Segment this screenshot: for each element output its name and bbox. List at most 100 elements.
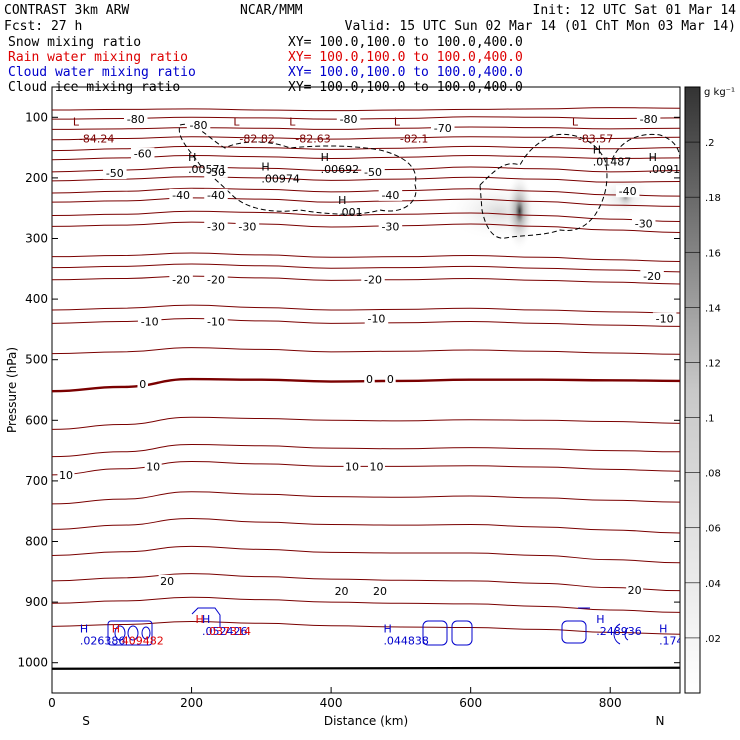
low-marker: L xyxy=(289,115,296,128)
contour-label: -10 xyxy=(367,312,385,325)
temperature-contour xyxy=(52,347,680,355)
contour-label-bg xyxy=(367,460,385,473)
contour-label-bg xyxy=(103,167,127,180)
low-value: -82.82 xyxy=(239,132,274,145)
contour-label: 0 xyxy=(366,373,373,386)
colorbar-tick-label: .02 xyxy=(705,634,721,645)
legend-snow-label: Snow mixing ratio xyxy=(8,35,141,50)
low-marker: L xyxy=(233,115,240,128)
contour-label-bg xyxy=(431,122,455,135)
y-tick-label: 200 xyxy=(25,171,48,185)
contour-label-bg xyxy=(204,273,228,286)
y-tick-label: 1000 xyxy=(17,656,48,670)
ice-max-value: .00917 xyxy=(649,163,688,176)
contour-label-bg xyxy=(158,574,176,587)
contour-label-bg xyxy=(361,165,385,178)
x-tick-label: 400 xyxy=(320,696,343,710)
cloud-ice-contours xyxy=(178,123,680,239)
cloud-water-contour xyxy=(191,607,221,628)
snow-shading-region xyxy=(505,171,534,252)
contour-label: 20 xyxy=(628,584,642,597)
contour-label-bg xyxy=(169,273,193,286)
y-tick-label: 500 xyxy=(25,353,48,367)
cloud-water-contour xyxy=(613,623,621,645)
ice-max-value: .00974 xyxy=(261,173,300,186)
contour-label-bg xyxy=(333,585,351,598)
contour-label: -20 xyxy=(643,270,661,283)
temperature-contour xyxy=(52,210,680,223)
colorbar-tick-label: .12 xyxy=(705,358,721,369)
contour-label: 0 xyxy=(387,373,394,386)
surface-line xyxy=(52,666,680,670)
contour-label-bg xyxy=(640,270,664,283)
ice-max-value: .01487 xyxy=(593,156,632,169)
temperature-contour xyxy=(52,263,680,273)
y-tick-label: 600 xyxy=(25,413,48,427)
model-title: CONTRAST 3km ARW xyxy=(4,3,129,18)
cloud-water-contour xyxy=(127,625,139,641)
x-tick-label: 0 xyxy=(48,696,56,710)
temperature-contour xyxy=(52,221,680,233)
legend-snow-xy: XY= 100.0,100.0 to 100.0,400.0 xyxy=(288,35,523,50)
contour-label: 10 xyxy=(345,460,359,473)
contour-label-bg xyxy=(204,188,228,201)
valid-time: Valid: 15 UTC Sun 02 Mar 14 (01 ChT Mon … xyxy=(345,19,736,34)
contour-label: 10 xyxy=(146,460,160,473)
x-tick-label: 600 xyxy=(459,696,482,710)
contour-label: -80 xyxy=(190,119,208,132)
contour-label-bg xyxy=(364,373,375,386)
contour-label: -80 xyxy=(640,113,658,126)
cloud-ice-contour xyxy=(479,133,608,239)
low-marker: L xyxy=(572,115,579,128)
contour-label: -80 xyxy=(340,113,358,126)
rain-max-marker: H xyxy=(196,613,204,626)
contour-label-bg xyxy=(626,583,644,596)
cloud-water-contour xyxy=(624,627,629,641)
cloud-water-max-value: .248936 xyxy=(596,625,642,638)
cloud-water-max-marker: H xyxy=(383,623,391,636)
temperature-contour xyxy=(52,620,680,635)
temperature-contour xyxy=(52,197,680,207)
temperature-contour xyxy=(52,491,680,505)
cloud-water-max-value: .044838 xyxy=(383,635,429,648)
x-axis-label: Distance (km) xyxy=(324,714,408,728)
contour-label-bg xyxy=(137,315,162,328)
ice-max-value: .001 xyxy=(338,206,363,219)
colorbar-ticks: .02 .04 .06 .08 .1 .12 .14 .16 .18 .2 xyxy=(685,138,721,645)
plot-area: -80 -80 -80 -80 -70 -60 -50 -50 -50 -40 -40 -40 -40 -… xyxy=(52,107,688,670)
low-value: -83.57 xyxy=(578,132,613,145)
contour-label: -30 xyxy=(207,220,225,233)
forecast-hour: Fcst: 27 h xyxy=(4,19,82,34)
ice-max-marker: H xyxy=(593,144,601,157)
temperature-contour xyxy=(52,107,680,112)
temperature-contour xyxy=(52,545,680,564)
snow-shading xyxy=(443,171,655,252)
cloud-water-contour xyxy=(141,626,151,640)
plot-frame xyxy=(51,86,681,694)
ice-max-marker: H xyxy=(338,194,346,207)
contour-label: -40 xyxy=(619,185,637,198)
contour-label-bg xyxy=(123,113,148,126)
x-end-label-south: S xyxy=(82,714,90,728)
cloud-water-max-value: .026386 xyxy=(80,635,126,648)
rain-max-value: .037314 xyxy=(206,625,252,638)
temperature-contour xyxy=(52,145,680,152)
ice-max-value: .00692 xyxy=(321,163,360,176)
surface-pressure-line xyxy=(52,666,680,670)
contour-label: -10 xyxy=(207,316,225,329)
contour-label: -20 xyxy=(207,274,225,287)
colorbar-tick-label: .08 xyxy=(705,469,721,480)
temperature-contour xyxy=(52,416,680,430)
rain-max-value: 409482 xyxy=(122,635,164,648)
y-tick-label: 300 xyxy=(25,232,48,246)
contour-label-bg xyxy=(169,188,193,201)
contour-label-bg xyxy=(130,147,155,160)
ice-max-value: .00571 xyxy=(188,163,227,176)
colorbar-tick-label: .1 xyxy=(705,414,715,425)
low-marker: L xyxy=(73,115,80,128)
legend: Snow mixing ratio XY= 100.0,100.0 to 100… xyxy=(8,35,523,95)
colorbar-ramp xyxy=(684,86,701,694)
contour-label-bg xyxy=(636,113,661,126)
ice-max-marker: H xyxy=(188,151,196,164)
